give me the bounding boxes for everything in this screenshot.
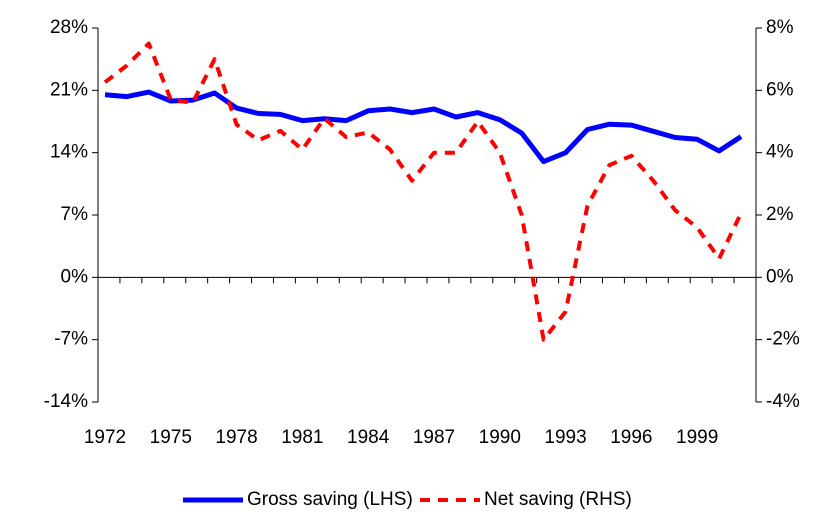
- series-line: [104, 89, 743, 165]
- x-tick-label: 1978: [215, 427, 257, 448]
- y-tick-label: -7%: [54, 329, 88, 350]
- x-tick-label: 1984: [347, 427, 390, 448]
- legend-label: Net saving (RHS): [484, 489, 632, 510]
- x-tick-label: 1990: [479, 427, 521, 448]
- x-tick-label: 1999: [676, 427, 718, 448]
- x-tick-label: 1987: [413, 427, 455, 448]
- y2-tick-label: -2%: [766, 329, 800, 350]
- y2-tick-label: 8%: [766, 17, 794, 38]
- y2-tick-label: 4%: [766, 142, 794, 163]
- y-tick-label: 14%: [50, 142, 88, 163]
- x-tick-label: 1993: [544, 427, 586, 448]
- y-tick-label: 28%: [50, 17, 88, 38]
- y-tick-label: -14%: [44, 391, 88, 412]
- x-tick-label: 1996: [610, 427, 652, 448]
- x-tick-label: 1975: [150, 427, 192, 448]
- y2-tick-label: 0%: [766, 266, 794, 287]
- y-tick-label: 0%: [61, 266, 89, 287]
- legend-label: Gross saving (LHS): [247, 489, 413, 510]
- series-line: [103, 41, 743, 342]
- x-tick-label: 1981: [281, 427, 323, 448]
- y2-tick-label: 2%: [766, 204, 794, 225]
- y2-tick-label: -4%: [766, 391, 800, 412]
- y-tick-label: 21%: [50, 79, 88, 100]
- y-tick-label: 7%: [61, 204, 89, 225]
- y2-tick-label: 6%: [766, 79, 794, 100]
- x-tick-label: 1972: [84, 427, 126, 448]
